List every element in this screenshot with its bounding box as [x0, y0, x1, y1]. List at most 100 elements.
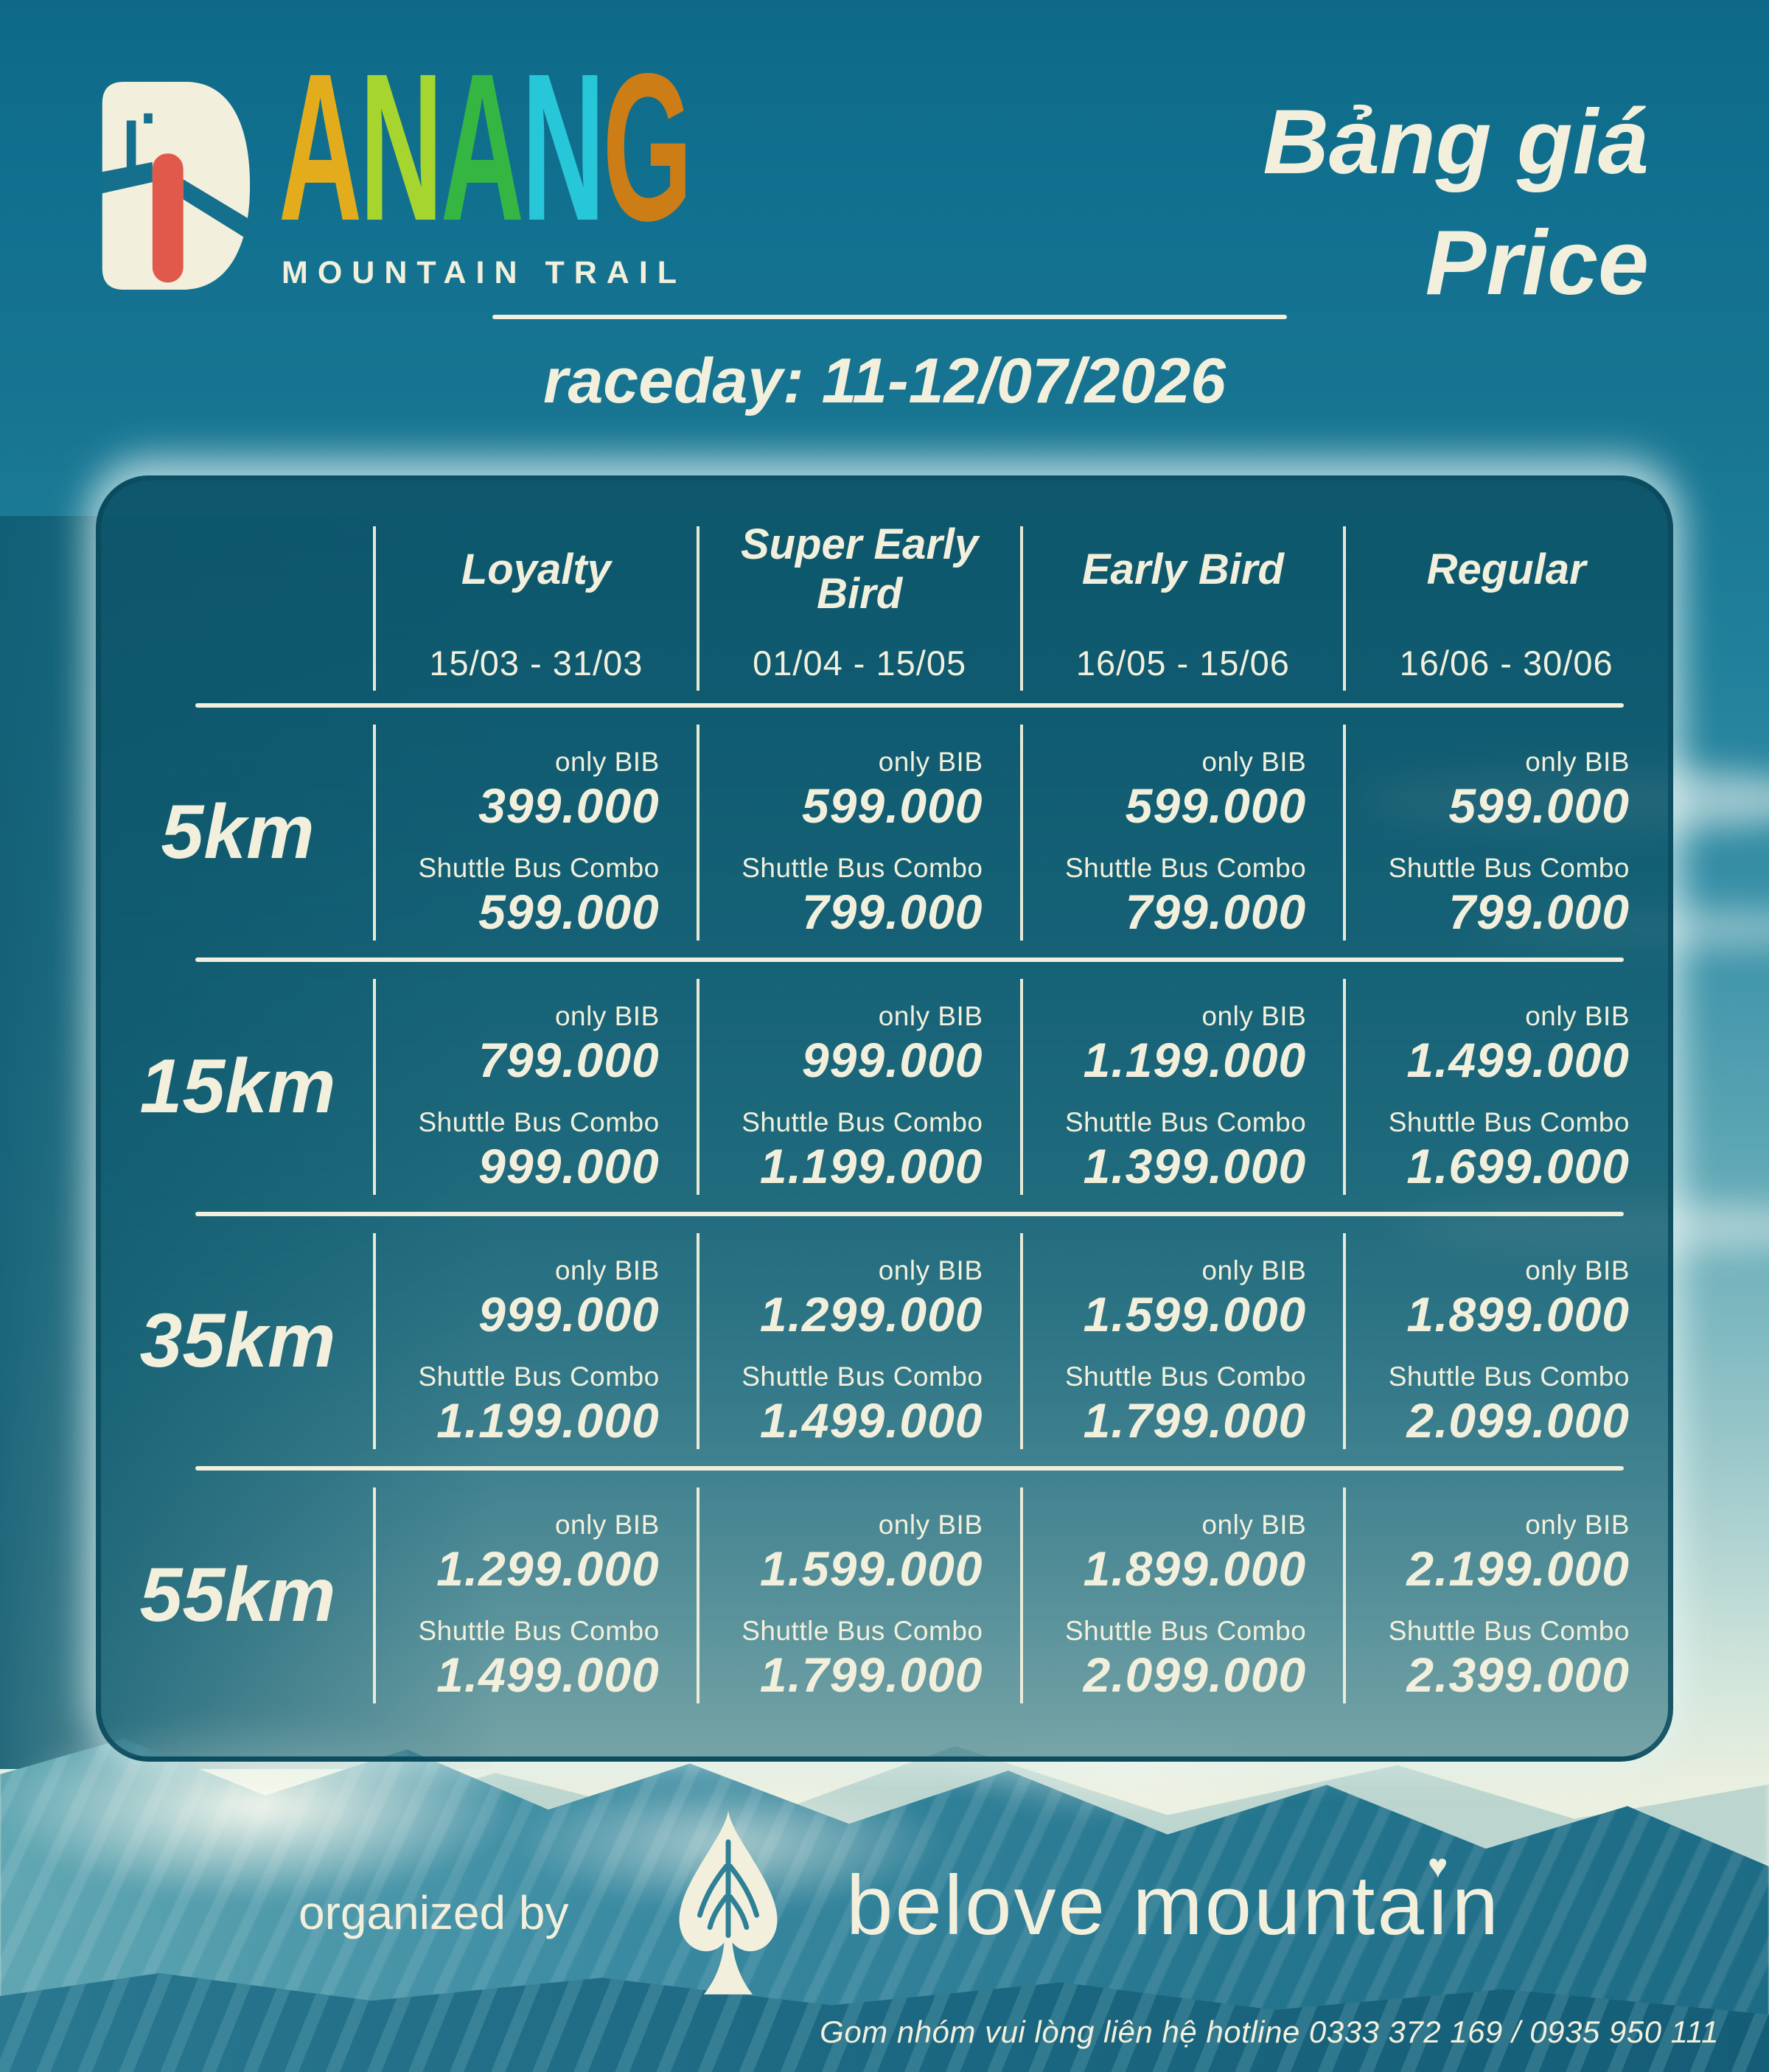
bib-price: 1.899.000 — [1083, 1541, 1307, 1597]
combo-price: 799.000 — [1125, 885, 1307, 940]
logo-letter: G — [602, 30, 693, 265]
table-row: 35km only BIB 999.000 Shuttle Bus Combo … — [101, 1212, 1668, 1468]
price-cell: only BIB 1.299.000 Shuttle Bus Combo 1.4… — [696, 1214, 1022, 1468]
combo-label: Shuttle Bus Combo — [742, 1107, 983, 1138]
logo-subtitle: MOUNTAIN TRAIL — [282, 255, 687, 290]
price-cell: only BIB 599.000 Shuttle Bus Combo 799.0… — [1343, 705, 1668, 960]
belove-mountain-wordmark: belove mountaı ♥ n — [846, 1847, 1501, 1954]
combo-label: Shuttle Bus Combo — [1064, 853, 1307, 884]
heart-icon: ♥ — [1428, 1847, 1451, 1886]
column-header: Super Early Bird 01/04 - 15/05 — [696, 481, 1022, 705]
table-row: 15km only BIB 799.000 Shuttle Bus Combo … — [101, 957, 1668, 1214]
table-corner-cell — [101, 481, 374, 705]
column-dates: 15/03 - 31/03 — [429, 643, 643, 683]
hotline-text: Gom nhóm vui lòng liên hệ hotline 0333 3… — [820, 2015, 1719, 2049]
price-cell: only BIB 1.299.000 Shuttle Bus Combo 1.4… — [373, 1468, 698, 1723]
logo-wordmark: ANANG — [279, 30, 693, 265]
price-cell: only BIB 599.000 Shuttle Bus Combo 799.0… — [696, 705, 1022, 960]
combo-label: Shuttle Bus Combo — [1388, 1107, 1630, 1138]
bib-label: only BIB — [1525, 1001, 1630, 1031]
bib-price: 1.299.000 — [436, 1541, 660, 1597]
page-title: Bảng giá Price — [1263, 83, 1649, 324]
raceday-text: raceday: 11-12/07/2026 — [542, 346, 1226, 416]
logo-letter: N — [521, 30, 605, 265]
bib-price: 599.000 — [801, 778, 983, 834]
distance-label: 35km — [139, 1298, 336, 1384]
column-header: Early Bird 16/05 - 15/06 — [1019, 481, 1345, 705]
bib-price: 1.499.000 — [1406, 1033, 1630, 1088]
price-cell: only BIB 1.499.000 Shuttle Bus Combo 1.6… — [1343, 960, 1668, 1214]
combo-price: 799.000 — [801, 885, 983, 940]
bib-price: 2.199.000 — [1406, 1541, 1630, 1597]
price-cell: only BIB 1.899.000 Shuttle Bus Combo 2.0… — [1019, 1468, 1345, 1723]
combo-label: Shuttle Bus Combo — [742, 853, 983, 884]
bib-label: only BIB — [878, 747, 983, 777]
logo-letter: N — [359, 30, 443, 265]
combo-label: Shuttle Bus Combo — [418, 1107, 660, 1138]
combo-label: Shuttle Bus Combo — [418, 1616, 660, 1647]
distance-label: 55km — [139, 1552, 336, 1638]
combo-label: Shuttle Bus Combo — [1064, 1361, 1307, 1392]
header-divider — [492, 315, 1287, 319]
bib-price: 1.599.000 — [759, 1541, 983, 1597]
price-table-panel: Loyalty 15/03 - 31/03 Super Early Bird 0… — [96, 475, 1673, 1762]
bib-price: 1.899.000 — [1406, 1287, 1630, 1342]
combo-price: 1.799.000 — [1083, 1393, 1307, 1448]
column-dates: 16/05 - 15/06 — [1075, 643, 1290, 683]
bib-label: only BIB — [878, 1001, 983, 1031]
bib-label: only BIB — [1525, 747, 1630, 777]
danang-bridge-d-icon — [100, 82, 251, 290]
bib-price: 599.000 — [1448, 778, 1630, 834]
column-title: Loyalty — [461, 545, 611, 593]
organized-by-label: organized by — [299, 1886, 569, 1939]
combo-price: 799.000 — [1448, 885, 1630, 940]
combo-label: Shuttle Bus Combo — [742, 1616, 983, 1647]
combo-price: 2.399.000 — [1406, 1647, 1630, 1703]
column-header: Regular 16/06 - 30/06 — [1343, 481, 1668, 705]
logo-letter: A — [440, 30, 524, 265]
bib-price: 999.000 — [478, 1287, 660, 1342]
logo-letter: A — [279, 30, 362, 265]
price-cell: only BIB 799.000 Shuttle Bus Combo 999.0… — [373, 960, 698, 1214]
price-cell: only BIB 999.000 Shuttle Bus Combo 1.199… — [373, 1214, 698, 1468]
combo-price: 599.000 — [478, 885, 660, 940]
bib-price: 599.000 — [1125, 778, 1307, 834]
combo-price: 1.199.000 — [436, 1393, 660, 1448]
combo-label: Shuttle Bus Combo — [742, 1361, 983, 1392]
bib-price: 1.299.000 — [759, 1287, 983, 1342]
combo-label: Shuttle Bus Combo — [1388, 1616, 1630, 1647]
bib-label: only BIB — [554, 1001, 660, 1031]
distance-label: 5km — [161, 789, 315, 875]
combo-price: 1.799.000 — [759, 1647, 983, 1703]
price-cell: only BIB 399.000 Shuttle Bus Combo 599.0… — [373, 705, 698, 960]
column-dates: 16/06 - 30/06 — [1399, 643, 1613, 683]
price-cell: only BIB 1.599.000 Shuttle Bus Combo 1.7… — [1019, 1214, 1345, 1468]
combo-price: 999.000 — [478, 1139, 660, 1194]
brand-text-post: n — [1451, 1859, 1501, 1953]
bib-label: only BIB — [554, 1510, 660, 1540]
bib-label: only BIB — [1201, 1255, 1307, 1286]
combo-price: 1.199.000 — [759, 1139, 983, 1194]
title-line-en: Price — [1425, 212, 1649, 314]
brand-letter-i: ı ♥ — [1426, 1847, 1452, 1953]
table-body: 5km only BIB 399.000 Shuttle Bus Combo 5… — [101, 703, 1668, 1723]
combo-price: 1.499.000 — [759, 1393, 983, 1448]
combo-price: 1.399.000 — [1083, 1139, 1307, 1194]
price-cell: only BIB 599.000 Shuttle Bus Combo 799.0… — [1019, 705, 1345, 960]
table-row: 5km only BIB 399.000 Shuttle Bus Combo 5… — [101, 703, 1668, 960]
price-cell: only BIB 1.199.000 Shuttle Bus Combo 1.3… — [1019, 960, 1345, 1214]
combo-price: 1.499.000 — [436, 1647, 660, 1703]
bib-label: only BIB — [1201, 747, 1307, 777]
column-title: Regular — [1426, 545, 1586, 593]
bib-label: only BIB — [1201, 1510, 1307, 1540]
column-header: Loyalty 15/03 - 31/03 — [373, 481, 698, 705]
bib-price: 399.000 — [478, 778, 660, 834]
combo-label: Shuttle Bus Combo — [418, 1361, 660, 1392]
bib-label: only BIB — [878, 1510, 983, 1540]
belove-mountain-spade-icon — [679, 1810, 778, 1995]
combo-label: Shuttle Bus Combo — [1388, 853, 1630, 884]
bib-price: 799.000 — [478, 1033, 660, 1088]
bib-price: 999.000 — [801, 1033, 983, 1088]
price-cell: only BIB 999.000 Shuttle Bus Combo 1.199… — [696, 960, 1022, 1214]
